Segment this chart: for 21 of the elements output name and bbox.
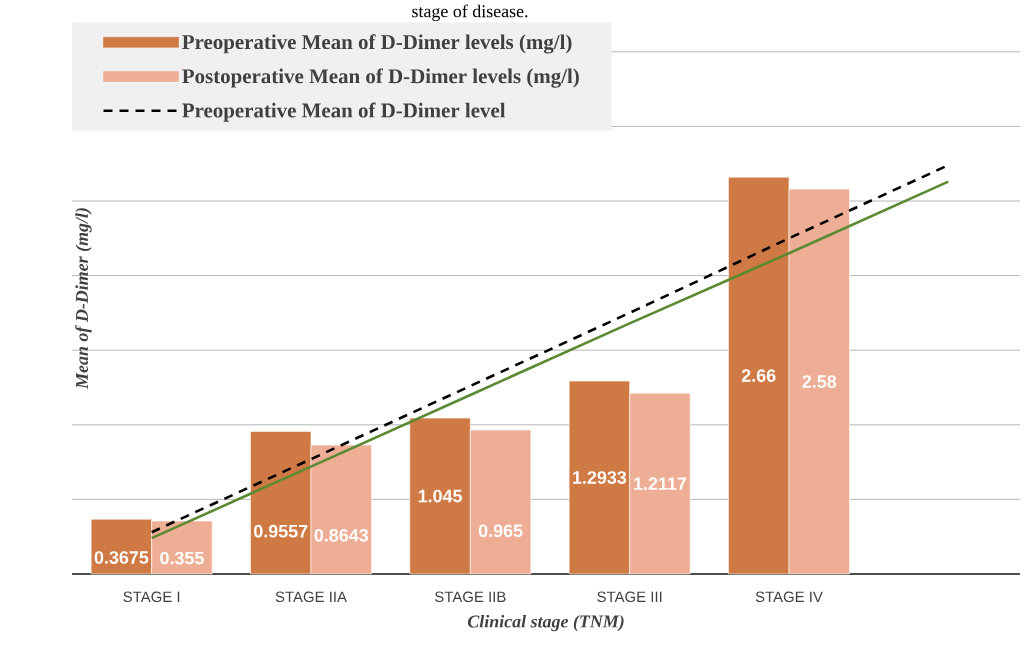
legend-label: Preoperative Mean of D-Dimer levels (mg/l) (182, 34, 572, 54)
y-axis-title: Mean of D-Dimer (mg/l) (75, 208, 92, 390)
x-tick-label: STAGE IIB (435, 591, 506, 603)
data-label: 0.355 (160, 551, 204, 565)
data-label: 0.8643 (314, 528, 369, 542)
data-label: 0.3675 (94, 551, 149, 564)
data-label: 1.2117 (634, 477, 687, 490)
x-axis-title: Clinical stage (TNM) (467, 614, 624, 632)
data-label: 1.045 (418, 489, 462, 503)
x-tick-label: STAGE IV (755, 591, 823, 603)
legend-label: Preoperative Mean of D-Dimer level (182, 102, 506, 122)
data-label: 0.965 (478, 524, 523, 538)
x-tick-label: STAGE IIA (275, 591, 347, 603)
chart-title: stage of disease. (412, 4, 528, 22)
data-label: 2.58 (802, 375, 837, 388)
data-label: 0.9557 (254, 524, 308, 538)
legend-label: Postoperative Mean of D-Dimer levels (mg/l) (182, 68, 579, 88)
x-tick-label: STAGE I (123, 591, 180, 603)
x-tick-label: STAGE III (597, 591, 662, 603)
data-label: 2.66 (741, 369, 776, 382)
data-label: 1.2933 (573, 471, 627, 484)
